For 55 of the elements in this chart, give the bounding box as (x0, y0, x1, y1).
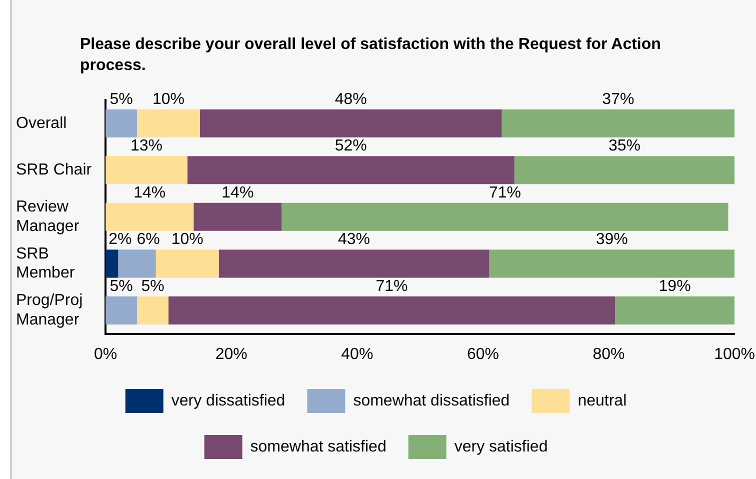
data-label: 6% (136, 231, 160, 248)
bar (502, 109, 735, 138)
legend-label: somewhat satisfied (250, 438, 386, 456)
data-label: 71% (488, 184, 521, 202)
data-label: 39% (596, 231, 628, 248)
bar (615, 296, 735, 324)
bar (168, 296, 616, 324)
x-tick-label: 20% (215, 346, 248, 363)
x-tick-label: 40% (341, 346, 374, 363)
bar (187, 156, 514, 184)
bar (106, 202, 194, 231)
x-tick-label: 80% (592, 346, 625, 363)
x-tick-label: 60% (466, 346, 499, 363)
data-label: 5% (110, 278, 133, 295)
legend-label: somewhat dissatisfied (353, 392, 510, 410)
legend-label: neutral (578, 392, 627, 410)
bar (194, 202, 282, 231)
data-label: 10% (152, 90, 184, 108)
y-tick-label: SRB Member (16, 245, 76, 282)
x-tick-label: 100% (714, 346, 755, 363)
data-label: 71% (376, 278, 408, 295)
chart-title: Please describe your overall level of satisfaction with the Request for Action process. (80, 35, 662, 76)
data-label: 2% (108, 231, 132, 248)
bar (137, 296, 168, 324)
data-label: 35% (608, 138, 640, 155)
data-label: 52% (334, 138, 367, 155)
data-label: 14% (222, 184, 254, 202)
legend-label: very dissatisfied (171, 392, 286, 410)
bar (106, 109, 138, 138)
y-tick-label: Overall (16, 114, 67, 132)
bar (489, 250, 735, 278)
data-label: 48% (334, 90, 367, 108)
bar (156, 250, 219, 278)
bar (106, 156, 188, 184)
bar (514, 156, 735, 184)
data-label: 43% (338, 231, 370, 248)
data-label: 14% (134, 184, 166, 202)
bar (118, 250, 156, 278)
data-label: 5% (141, 278, 164, 295)
y-tick-label: Prog/Proj Manager (16, 292, 83, 328)
bar (106, 250, 118, 278)
bar (137, 109, 200, 138)
bar (200, 109, 502, 138)
data-label: 13% (130, 138, 162, 155)
bar (282, 202, 728, 231)
legend-label: very satisfied (454, 438, 548, 456)
data-label: 19% (658, 278, 691, 295)
data-label: 37% (602, 90, 634, 108)
bar (218, 250, 490, 278)
data-label: 10% (171, 231, 204, 248)
bar (106, 296, 138, 324)
data-label: 5% (110, 90, 133, 108)
y-tick-label: Review Manager (16, 198, 80, 235)
x-tick-label: 0% (94, 346, 118, 363)
y-tick-label: SRB Chair (16, 162, 92, 179)
